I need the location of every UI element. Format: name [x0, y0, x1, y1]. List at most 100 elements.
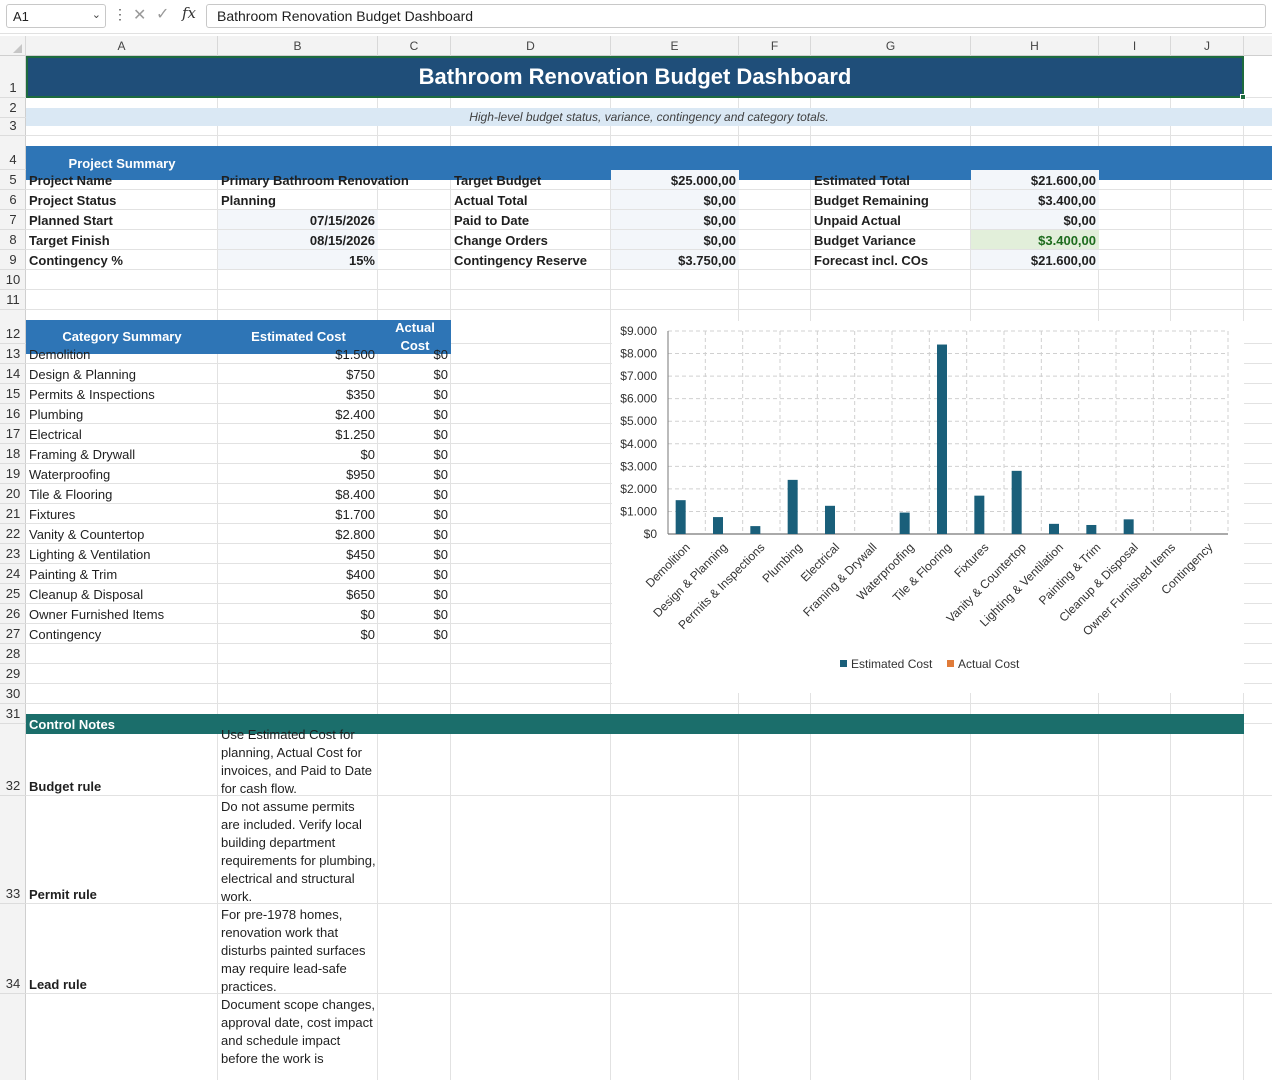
summary-label[interactable]: Target Budget [454, 173, 542, 188]
summary-label[interactable]: Forecast incl. COs [814, 253, 929, 268]
summary-label[interactable]: Change Orders [454, 233, 548, 248]
summary-label[interactable]: Project Name [29, 173, 113, 188]
category-name[interactable]: Waterproofing [29, 467, 111, 482]
row-header-28[interactable]: 28 [0, 644, 26, 664]
note-text[interactable]: For pre-1978 homes, renovation work that… [221, 907, 366, 994]
note-text[interactable]: Use Estimated Cost for planning, Actual … [221, 727, 373, 796]
row-header-2[interactable]: 2 [0, 98, 26, 118]
summary-label[interactable]: Planned Start [29, 213, 113, 228]
select-all-button[interactable] [0, 36, 26, 56]
column-header-b[interactable]: B [218, 36, 378, 56]
column-header-i[interactable]: I [1099, 36, 1171, 56]
estimated-cost[interactable]: $400 [346, 567, 375, 582]
summary-value[interactable]: $25.000,00 [670, 173, 736, 188]
note-label[interactable] [26, 994, 218, 1080]
actual-cost[interactable]: $0 [433, 547, 448, 562]
row-header-26[interactable]: 26 [0, 604, 26, 624]
estimated-cost[interactable]: $8.400 [335, 487, 375, 502]
actual-cost[interactable]: $0 [433, 567, 448, 582]
summary-label[interactable]: Unpaid Actual [814, 213, 901, 228]
row-header-4[interactable]: 4 [0, 136, 26, 170]
note-label[interactable]: Lead rule [29, 977, 87, 992]
column-header-f[interactable]: F [739, 36, 811, 56]
category-name[interactable]: Owner Furnished Items [29, 607, 165, 622]
summary-value[interactable]: 07/15/2026 [309, 213, 375, 228]
estimated-cost[interactable]: $350 [346, 387, 375, 402]
category-name[interactable]: Framing & Drywall [29, 447, 136, 462]
formula-input[interactable]: Bathroom Renovation Budget Dashboard [206, 4, 1266, 28]
actual-cost[interactable]: $0 [433, 627, 448, 642]
category-name[interactable]: Lighting & Ventilation [29, 547, 151, 562]
row-header-17[interactable]: 17 [0, 424, 26, 444]
row-header-23[interactable]: 23 [0, 544, 26, 564]
row-header-1[interactable]: 1 [0, 56, 26, 98]
actual-cost[interactable]: $0 [433, 347, 448, 362]
actual-cost[interactable]: $0 [433, 487, 448, 502]
estimated-cost[interactable]: $950 [346, 467, 375, 482]
summary-label[interactable]: Budget Variance [814, 233, 916, 248]
row-header-15[interactable]: 15 [0, 384, 26, 404]
category-name[interactable]: Painting & Trim [29, 567, 118, 582]
cell-grid[interactable]: Bathroom Renovation Budget Dashboard Hig… [26, 56, 1272, 1080]
row-header-24[interactable]: 24 [0, 564, 26, 584]
row-header-29[interactable]: 29 [0, 664, 26, 684]
row-header-8[interactable]: 8 [0, 230, 26, 250]
category-name[interactable]: Contingency [29, 627, 102, 642]
column-header-g[interactable]: G [811, 36, 971, 56]
summary-value[interactable]: $21.600,00 [1030, 173, 1096, 188]
summary-label[interactable]: Estimated Total [814, 173, 910, 188]
row-header-31[interactable]: 31 [0, 704, 26, 724]
row-header-27[interactable]: 27 [0, 624, 26, 644]
row-header-18[interactable]: 18 [0, 444, 26, 464]
estimated-cost[interactable]: $450 [346, 547, 375, 562]
estimated-cost[interactable]: $2.800 [335, 527, 375, 542]
summary-value[interactable]: $0,00 [703, 193, 736, 208]
estimated-cost[interactable]: $1.250 [335, 427, 375, 442]
actual-cost[interactable]: $0 [433, 527, 448, 542]
summary-value[interactable]: $3.750,00 [678, 253, 736, 268]
summary-label[interactable]: Budget Remaining [814, 193, 929, 208]
category-name[interactable]: Tile & Flooring [29, 487, 113, 502]
estimated-cost[interactable]: $1.500 [335, 347, 375, 362]
more-options-icon[interactable]: ⋮ [113, 6, 127, 22]
row-header-11[interactable]: 11 [0, 290, 26, 310]
row-header-7[interactable]: 7 [0, 210, 26, 230]
cancel-icon[interactable]: ✕ [133, 7, 147, 24]
estimated-cost[interactable]: $750 [346, 367, 375, 382]
row-header-3[interactable]: 3 [0, 118, 26, 136]
budget-chart[interactable]: $0 $1.000 $2.000 $3.000 $4.000 $5.000 $6.000 $7… [612, 321, 1244, 693]
actual-cost[interactable]: $0 [433, 407, 448, 422]
column-header-d[interactable]: D [451, 36, 611, 56]
row-header-21[interactable]: 21 [0, 504, 26, 524]
summary-label[interactable]: Target Finish [29, 233, 110, 248]
summary-value[interactable]: $0,00 [703, 213, 736, 228]
summary-value[interactable]: Planning [221, 193, 276, 208]
row-header-14[interactable]: 14 [0, 364, 26, 384]
estimated-cost[interactable]: $2.400 [335, 407, 375, 422]
actual-cost-header[interactable]: Actual Cost [395, 320, 435, 353]
category-name[interactable]: Demolition [29, 347, 91, 362]
summary-label[interactable]: Actual Total [454, 193, 528, 208]
actual-cost[interactable]: $0 [433, 427, 448, 442]
row-header-13[interactable]: 13 [0, 344, 26, 364]
actual-cost[interactable]: $0 [433, 507, 448, 522]
row-header-32[interactable]: 32 [0, 724, 26, 796]
summary-value[interactable]: 08/15/2026 [309, 233, 375, 248]
row-header-10[interactable]: 10 [0, 270, 26, 290]
category-name[interactable]: Permits & Inspections [29, 387, 155, 402]
category-header[interactable]: Category Summary [62, 329, 182, 344]
row-header-19[interactable]: 19 [0, 464, 26, 484]
row-header-20[interactable]: 20 [0, 484, 26, 504]
summary-label[interactable]: Paid to Date [454, 213, 530, 228]
summary-value[interactable]: 15% [348, 253, 375, 268]
column-header-j[interactable]: J [1171, 36, 1244, 56]
estimated-cost[interactable]: $650 [346, 587, 375, 602]
summary-value[interactable]: $21.600,00 [1030, 253, 1096, 268]
note-text[interactable]: Do not assume permits are included. Veri… [221, 799, 376, 904]
row-header-12[interactable]: 12 [0, 310, 26, 344]
chevron-down-icon[interactable]: ⌄ [91, 9, 101, 21]
actual-cost[interactable]: $0 [433, 587, 448, 602]
category-name[interactable]: Design & Planning [29, 367, 136, 382]
actual-cost[interactable]: $0 [433, 607, 448, 622]
category-name[interactable]: Vanity & Countertop [29, 527, 145, 542]
